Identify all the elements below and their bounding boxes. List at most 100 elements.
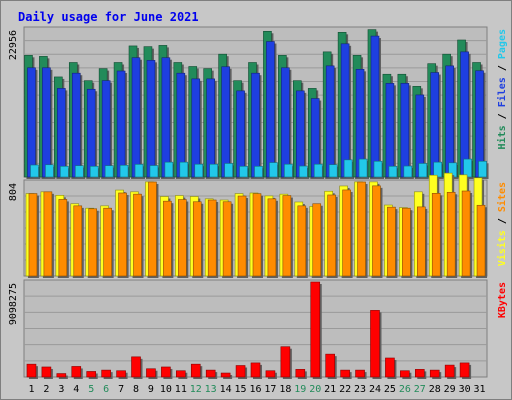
bar-sites-day-12 [192,201,202,277]
day-label: 3 [58,384,64,395]
legend-kbytes: KBytes [497,282,508,318]
bar-pages-day-23 [358,158,368,178]
day-label: 29 [444,384,456,395]
bar-pages-day-2 [45,164,54,178]
bar-files-day-30 [460,51,469,178]
day-label: 31 [474,384,486,395]
bar-kbytes-day-3 [56,373,67,378]
day-label: 14 [220,384,232,395]
bar-files-day-6 [101,80,111,178]
day-label: 23 [354,384,366,395]
day-label: 5 [88,384,94,395]
bar-files-day-2 [42,67,51,178]
day-label: 28 [429,384,441,395]
bar-sites-day-8 [133,193,142,277]
day-label: 7 [118,384,124,395]
bar-sites-day-1 [28,193,38,277]
bar-sites-day-21 [327,194,336,277]
bar-pages-day-24 [373,160,383,178]
bar-pages-day-20 [313,163,323,178]
bar-files-day-15 [236,90,245,178]
panel-2-max-label: 804 [8,183,19,201]
bar-sites-day-22 [342,189,351,277]
bar-kbytes-day-9 [146,368,156,378]
bar-kbytes-day-23 [355,369,365,378]
bar-kbytes-day-1 [26,363,37,378]
bar-sites-day-30 [461,190,471,277]
bar-files-day-19 [296,90,305,178]
bar-pages-day-6 [104,165,114,178]
day-label: 16 [249,384,261,395]
legend-separator: / [497,107,508,125]
panel-2-legend: Visits / Sites [496,182,508,266]
bar-kbytes-day-7 [116,370,126,378]
bar-files-day-28 [430,72,440,178]
legend-pages: Pages [497,29,508,59]
bar-kbytes-day-16 [250,362,261,378]
bar-pages-day-27 [418,163,428,178]
bar-pages-day-7 [119,164,129,178]
bar-kbytes-day-21 [325,353,335,378]
bar-sites-day-31 [476,204,486,277]
bar-files-day-1 [27,67,36,178]
legend-separator: / [497,59,508,77]
bar-kbytes-day-28 [429,369,440,378]
bar-files-day-17 [266,41,275,178]
bar-kbytes-day-8 [131,356,141,378]
bar-files-day-18 [281,67,290,178]
bar-sites-day-28 [431,193,441,277]
bar-sites-day-16 [252,193,262,277]
bar-kbytes-day-13 [205,369,216,378]
bar-sites-day-3 [58,199,68,277]
bar-files-day-3 [57,88,66,178]
bar-sites-day-24 [372,185,381,277]
bar-pages-day-19 [299,165,308,178]
day-label: 19 [294,384,306,395]
bar-kbytes-day-26 [400,370,410,378]
bar-files-day-16 [251,72,260,178]
day-label: 10 [160,384,172,395]
bar-sites-day-15 [237,195,247,277]
bar-sites-day-9 [148,181,157,277]
panel-3-max-label: 9098275 [8,283,19,325]
chart-title: Daily usage for June 2021 [18,10,199,24]
bar-sites-day-11 [178,199,187,277]
day-label: 30 [459,384,471,395]
bar-kbytes-day-2 [41,366,52,378]
bar-sites-day-7 [118,192,127,277]
bar-pages-day-9 [149,165,159,178]
day-label: 20 [309,384,321,395]
bar-kbytes-day-25 [385,357,395,378]
legend-separator: / [497,212,508,230]
bar-files-day-12 [191,78,201,178]
day-label: 1 [28,384,34,395]
bar-sites-day-19 [297,205,307,277]
day-label: 21 [324,384,336,395]
legend-hits: Hits [496,125,508,149]
bar-pages-day-10 [164,161,174,178]
bar-sites-day-13 [207,199,217,277]
day-label: 2 [43,384,49,395]
day-label: 4 [73,384,79,395]
day-label: 6 [103,384,109,395]
day-label: 25 [384,384,396,395]
bar-kbytes-day-4 [71,366,82,378]
bar-kbytes-day-24 [370,310,380,378]
bar-files-day-13 [206,78,215,178]
bar-files-day-10 [161,57,171,178]
bar-sites-day-10 [163,200,172,277]
bar-kbytes-day-14 [220,372,231,378]
bar-pages-day-1 [30,164,39,178]
bar-pages-day-25 [388,165,398,178]
bar-kbytes-day-18 [280,346,291,378]
bar-kbytes-day-27 [414,369,425,378]
bar-pages-day-15 [239,165,248,178]
bar-pages-day-17 [269,162,278,178]
bar-sites-day-17 [267,198,277,277]
day-label: 24 [369,384,381,395]
bar-kbytes-day-12 [190,363,201,378]
day-label: 22 [339,384,351,395]
bar-files-day-22 [340,43,350,178]
bar-pages-day-21 [328,164,338,178]
